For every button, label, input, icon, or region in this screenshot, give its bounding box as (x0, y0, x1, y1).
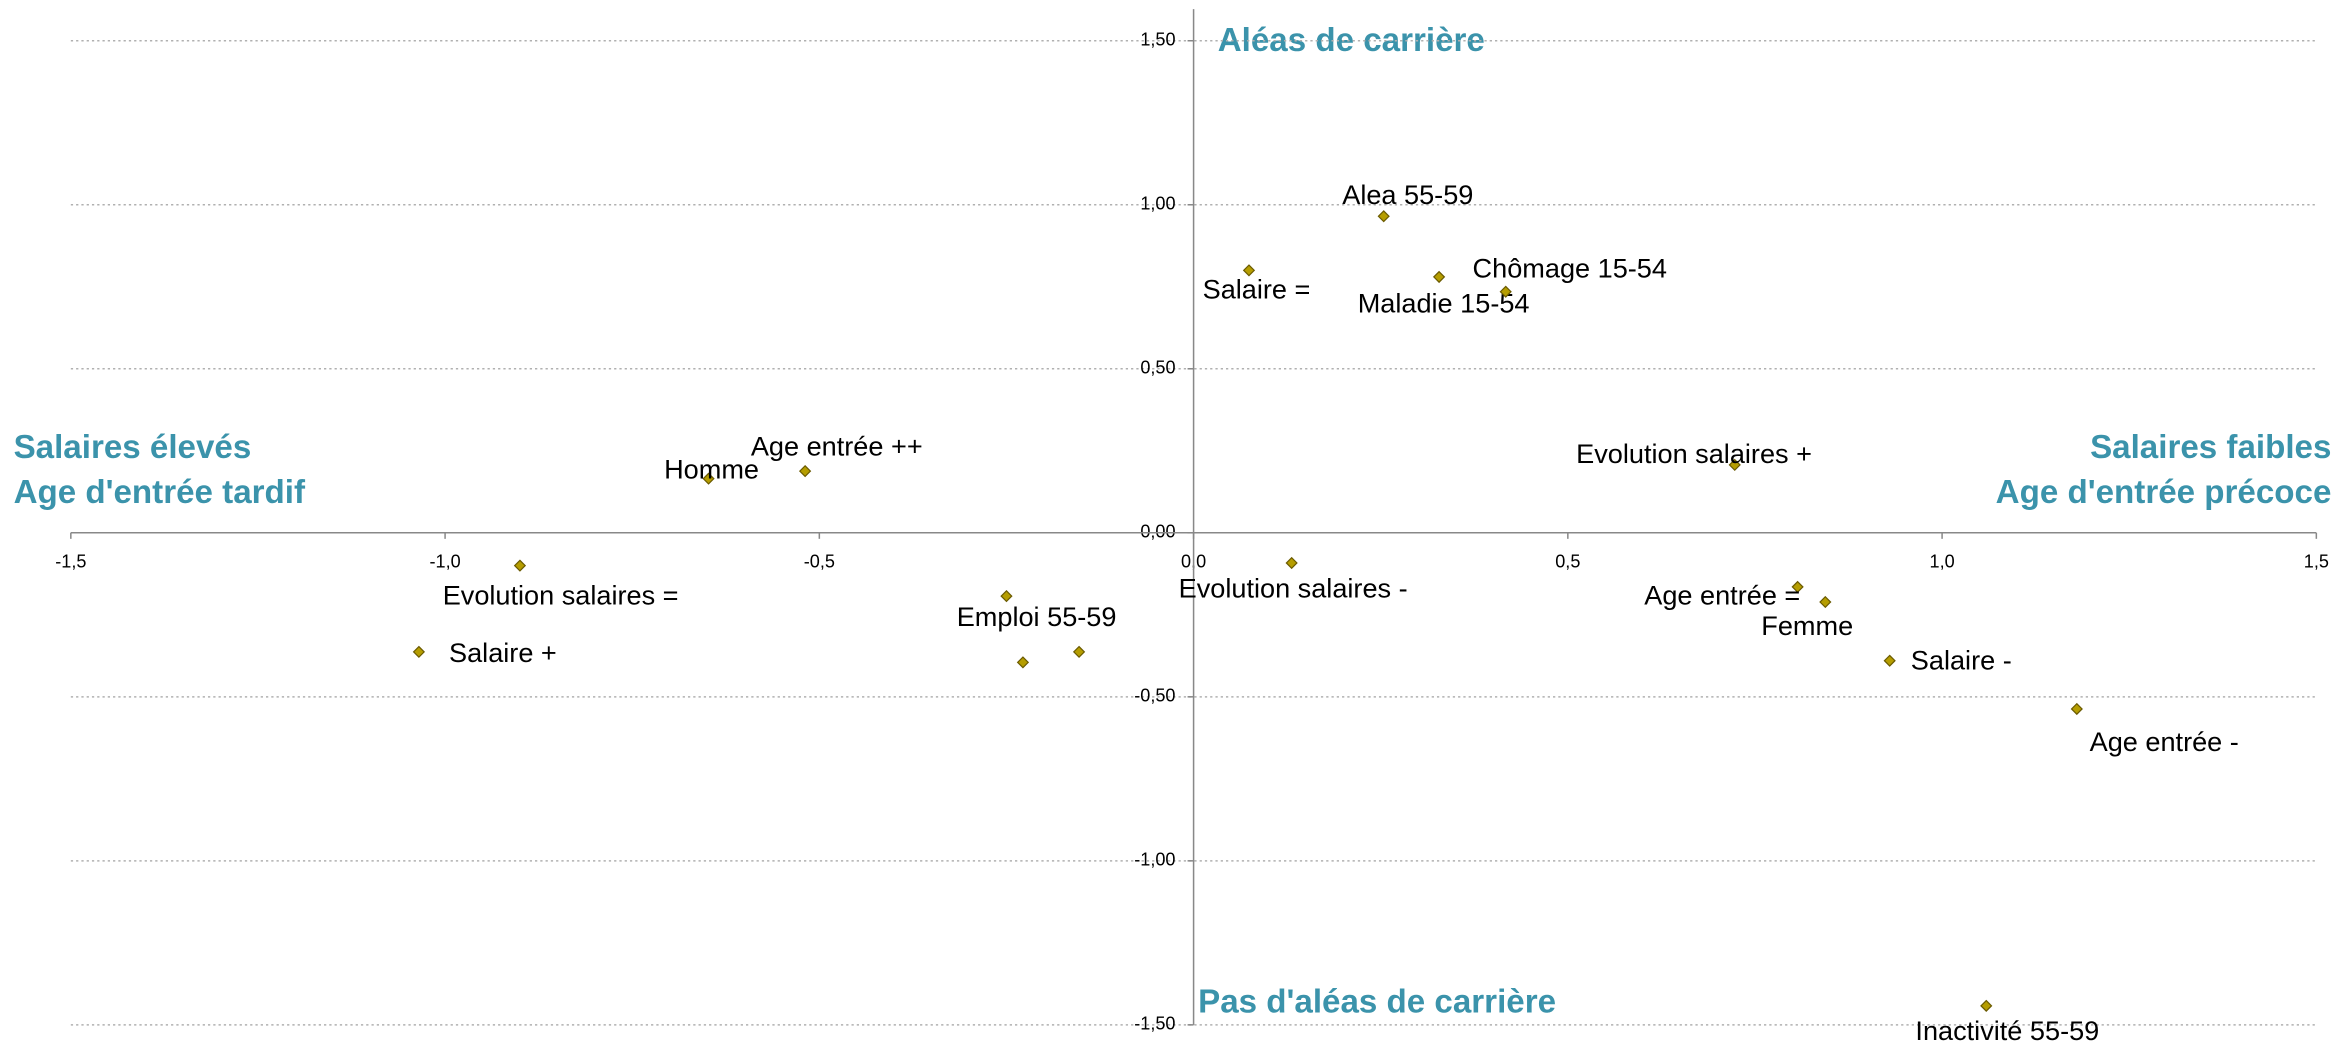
point (1072, 645, 1086, 659)
y-tick-label: 1,50 (1140, 30, 1175, 50)
point (1242, 264, 1256, 277)
point (1883, 654, 1896, 667)
x-tick-label: -0,5 (804, 552, 835, 572)
point-label: Femme (1761, 610, 1853, 641)
point (1819, 595, 1832, 609)
point (1000, 589, 1013, 603)
point-label: Evolution salaires - (1179, 572, 1408, 603)
point-label: Age entrée - (2090, 726, 2239, 757)
point (513, 559, 527, 572)
point (1499, 285, 1512, 298)
point (1980, 999, 1993, 1012)
point (1432, 270, 1446, 284)
y-tick-label: -1,50 (1134, 1014, 1175, 1034)
point (1285, 556, 1298, 570)
point-label: Age entrée ++ (751, 431, 923, 462)
point-label: Evolution salaires + (1576, 438, 1812, 469)
point-label: Evolution salaires = (443, 579, 679, 610)
point-label: Emploi 55-59 (957, 601, 1117, 632)
annotation-right: Age d'entrée précoce (1996, 474, 2332, 511)
point-label: Alea 55-59 (1342, 179, 1473, 210)
point (1016, 656, 1030, 669)
point (1728, 458, 1741, 472)
point-label: Salaire = (1203, 274, 1311, 305)
y-tick-label: 1,00 (1140, 194, 1175, 214)
x-tick-label: 1,5 (2304, 552, 2329, 572)
point (1377, 210, 1390, 223)
point (2070, 702, 2083, 716)
point-label: Chômage 15-54 (1473, 253, 1667, 284)
annotation-left: Salaires élevés (14, 429, 252, 466)
annotation-right: Salaires faibles (2090, 429, 2331, 466)
point-label: Salaire - (1911, 644, 2012, 675)
annotation-top: Aléas de carrière (1218, 22, 1485, 59)
annotation-bottom: Pas d'aléas de carrière (1198, 984, 1556, 1021)
point (702, 472, 715, 485)
point-label: Age entrée = (1644, 580, 1800, 611)
point (1791, 580, 1804, 594)
y-tick-label: 0,50 (1140, 358, 1175, 378)
point (798, 465, 812, 478)
y-tick-label: 0,00 (1140, 522, 1175, 542)
y-tick-label: -1,00 (1134, 850, 1175, 870)
annotation-left: Age d'entrée tardif (14, 474, 306, 511)
point-label: Inactivité 55-59 (1915, 1015, 2099, 1043)
x-tick-label: -1,5 (55, 552, 86, 572)
x-tick-label: -1,0 (430, 552, 461, 572)
point-label: Salaire + (449, 637, 557, 668)
point-label: Homme (664, 453, 759, 484)
x-tick-label: 0,5 (1555, 552, 1580, 572)
y-tick-label: -0,50 (1134, 686, 1175, 706)
point (412, 645, 426, 659)
x-tick-label: 1,0 (1930, 552, 1955, 572)
